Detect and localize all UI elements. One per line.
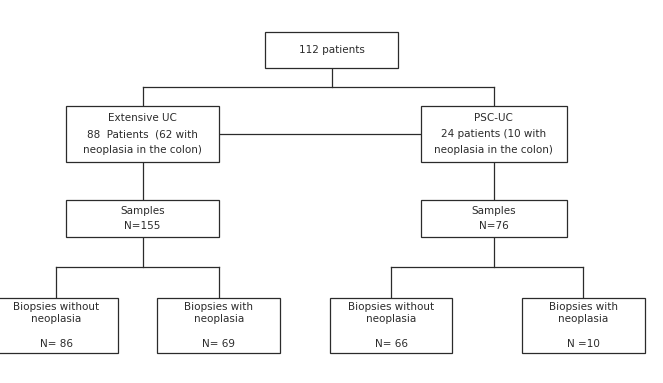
Text: N=76: N=76 <box>479 221 509 231</box>
Text: neoplasia in the colon): neoplasia in the colon) <box>434 145 554 155</box>
Text: Biopsies with: Biopsies with <box>184 302 253 312</box>
FancyBboxPatch shape <box>158 298 280 353</box>
FancyBboxPatch shape <box>66 106 219 162</box>
Text: Samples: Samples <box>471 206 516 216</box>
Text: neoplasia: neoplasia <box>366 314 416 324</box>
Text: N= 66: N= 66 <box>375 339 408 349</box>
FancyBboxPatch shape <box>522 298 644 353</box>
FancyBboxPatch shape <box>330 298 452 353</box>
Text: Extensive UC: Extensive UC <box>108 113 177 123</box>
FancyBboxPatch shape <box>421 200 567 236</box>
Text: Biopsies with: Biopsies with <box>549 302 618 312</box>
Text: Biopsies without: Biopsies without <box>348 302 434 312</box>
FancyBboxPatch shape <box>421 106 567 162</box>
Text: PSC-UC: PSC-UC <box>475 113 513 123</box>
Text: N =10: N =10 <box>567 339 600 349</box>
Text: N= 69: N= 69 <box>202 339 235 349</box>
Text: neoplasia: neoplasia <box>31 314 82 324</box>
Text: neoplasia in the colon): neoplasia in the colon) <box>83 145 202 155</box>
Text: 88  Patients  (62 with: 88 Patients (62 with <box>87 129 198 139</box>
Text: neoplasia: neoplasia <box>194 314 244 324</box>
Text: Biopsies without: Biopsies without <box>13 302 99 312</box>
Text: 112 patients: 112 patients <box>298 45 365 55</box>
Text: Samples: Samples <box>120 206 165 216</box>
Text: 24 patients (10 with: 24 patients (10 with <box>442 129 546 139</box>
FancyBboxPatch shape <box>0 298 118 353</box>
FancyBboxPatch shape <box>66 200 219 236</box>
Text: N= 86: N= 86 <box>40 339 73 349</box>
Text: N=155: N=155 <box>125 221 160 231</box>
FancyBboxPatch shape <box>265 32 398 68</box>
Text: neoplasia: neoplasia <box>558 314 609 324</box>
